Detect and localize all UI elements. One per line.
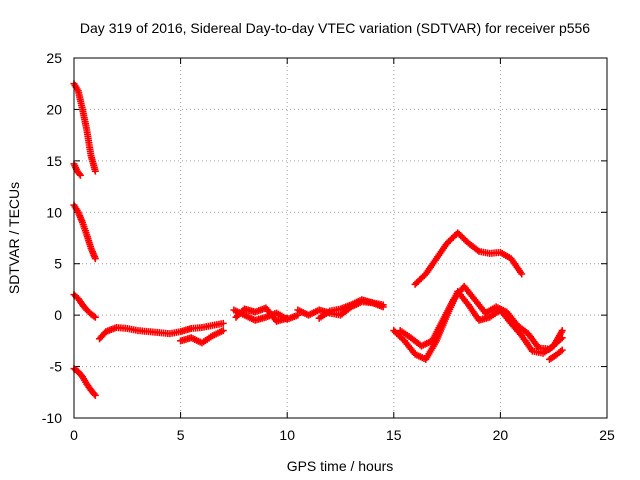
data-point — [558, 334, 566, 342]
chart-title: Day 319 of 2016, Sidereal Day-to-day VTE… — [80, 20, 590, 36]
y-tick-label: 15 — [46, 153, 62, 169]
series-track-m — [396, 282, 566, 353]
y-tick-label: 25 — [46, 50, 62, 66]
data-points — [70, 80, 566, 399]
tick-labels: 0 5 10 15 20 25 -10 -5 0 5 10 15 20 25 — [42, 50, 615, 443]
y-tick-label: -10 — [42, 410, 62, 426]
data-point — [474, 246, 482, 254]
data-point — [558, 327, 566, 335]
series-track-d — [70, 291, 99, 321]
series-track-i — [232, 304, 291, 325]
series-track-n — [411, 229, 526, 288]
plot-frame — [73, 57, 608, 419]
data-point — [91, 255, 99, 263]
data-point — [90, 312, 98, 320]
x-tick-label: 0 — [70, 427, 78, 443]
y-tick-label: -5 — [50, 359, 63, 375]
series-track-b — [70, 160, 84, 179]
y-tick-label: 0 — [54, 307, 62, 323]
series-track-k — [315, 296, 387, 322]
data-point — [283, 314, 291, 322]
grid-lines — [74, 58, 607, 418]
series-track-o — [545, 346, 566, 363]
axis-ticks — [73, 57, 608, 419]
y-tick-label: 10 — [46, 204, 62, 220]
x-tick-label: 15 — [386, 427, 402, 443]
y-tick-label: 20 — [46, 101, 62, 117]
data-point — [91, 391, 99, 399]
data-point — [219, 319, 227, 327]
data-point — [75, 170, 83, 178]
y-axis-label: SDTVAR / TECUs — [6, 182, 22, 294]
data-point — [90, 390, 98, 398]
x-tick-label: 25 — [599, 427, 615, 443]
series-track-f — [96, 319, 227, 343]
data-point — [518, 270, 526, 278]
x-tick-label: 10 — [279, 427, 295, 443]
data-point — [76, 171, 84, 179]
data-point — [91, 167, 99, 175]
series-track-e — [70, 365, 99, 399]
data-point — [379, 301, 387, 309]
y-tick-label: 5 — [54, 256, 62, 272]
series-track-c — [70, 201, 99, 263]
data-point — [91, 313, 99, 321]
series-track-g — [177, 327, 227, 347]
x-axis-label: GPS time / hours — [287, 458, 394, 474]
x-tick-label: 5 — [177, 427, 185, 443]
data-point — [558, 346, 566, 354]
data-point — [219, 327, 227, 335]
x-tick-label: 20 — [493, 427, 509, 443]
